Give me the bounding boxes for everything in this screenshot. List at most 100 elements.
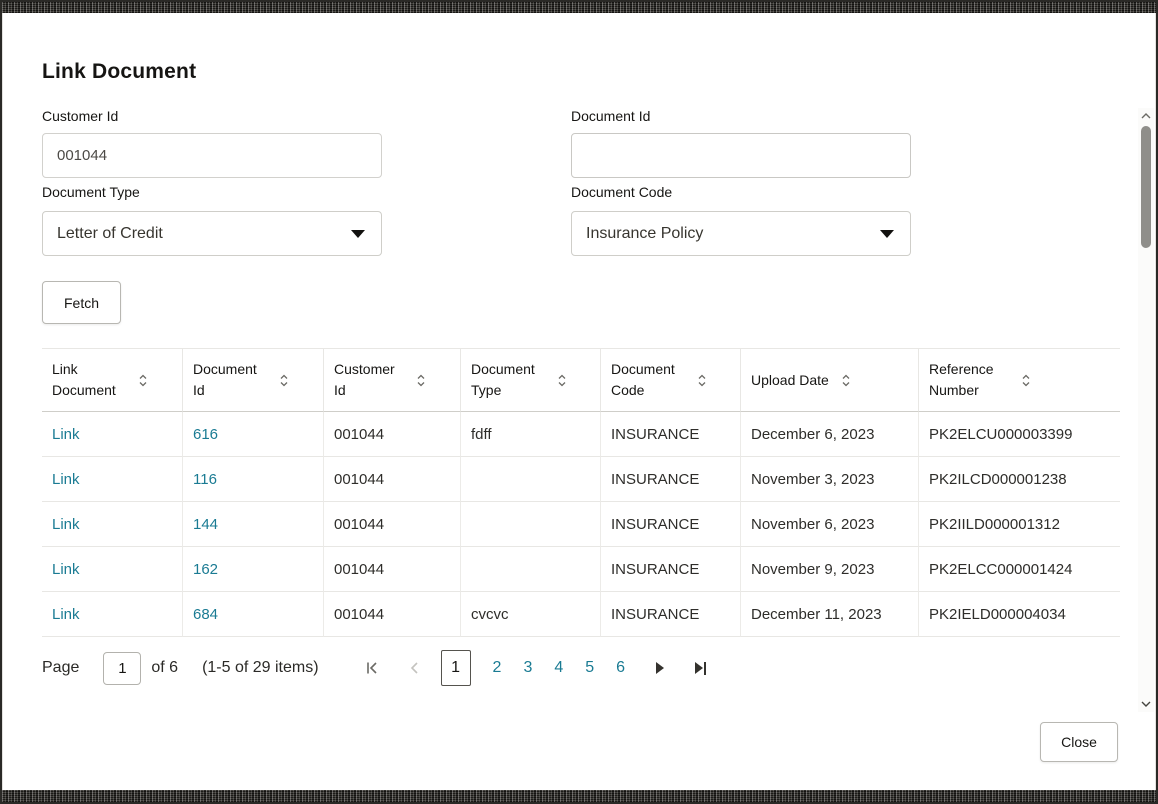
triangle-right-icon [694,662,703,674]
chevron-left-icon [410,662,418,674]
document-id-input[interactable] [571,133,911,178]
document-id-label: Document Id [571,108,651,124]
column-label: Reference Number [929,361,994,398]
document-code-dropdown[interactable]: Insurance Policy [571,211,911,256]
document-type-dropdown[interactable]: Letter of Credit [42,211,382,256]
documents-table: Link Document Document Id Customer Id Do… [42,348,1120,637]
column-label: Upload Date [751,371,829,388]
last-page-button[interactable] [689,661,711,675]
prev-page-button[interactable] [403,660,425,676]
page-number-link[interactable]: 2 [492,659,502,676]
column-header-reference-number[interactable]: Reference Number [919,349,1120,412]
sort-icon[interactable] [138,373,148,388]
table-header-row: Link Document Document Id Customer Id Do… [42,348,1120,412]
document-id-link[interactable]: 162 [193,560,219,578]
reference-number-cell: PK2IELD000004034 [919,592,1120,637]
document-code-label: Document Code [571,184,673,200]
caret-down-icon [880,229,894,238]
column-header-document-code[interactable]: Document Code [601,349,741,412]
document-type-cell [461,547,601,592]
vertical-scrollbar[interactable] [1138,108,1154,712]
sort-icon[interactable] [416,373,426,388]
link-document-link[interactable]: Link [52,515,80,533]
sort-icon[interactable] [697,373,707,388]
page-number-link[interactable]: 3 [523,659,533,676]
document-type-value: Letter of Credit [57,224,163,242]
reference-number-cell: PK2IILD000001312 [919,502,1120,547]
sort-icon[interactable] [841,373,851,388]
upload-date-cell: November 9, 2023 [741,547,919,592]
next-page-button[interactable] [649,662,671,674]
upload-date-cell: December 11, 2023 [741,592,919,637]
document-code-cell: INSURANCE [601,592,741,637]
scrollbar-thumb[interactable] [1141,126,1151,248]
items-range-label: (1-5 of 29 items) [202,659,319,676]
document-type-cell: fdff [461,412,601,457]
page-input[interactable] [103,651,142,685]
document-id-link[interactable]: 116 [193,470,217,488]
page-count-label: of 6 [151,659,179,676]
document-code-value: Insurance Policy [586,224,704,242]
table-row: Link 162 001044 INSURANCE November 9, 20… [42,547,1120,592]
pagination: Page of 6 (1-5 of 29 items) 1 2 3 4 5 6 [42,648,1120,688]
link-document-link[interactable]: Link [52,560,80,578]
document-id-link[interactable]: 616 [193,425,219,443]
column-label: Customer Id [334,361,395,398]
document-type-cell [461,502,601,547]
page-title: Link Document [42,60,197,83]
document-code-cell: INSURANCE [601,547,741,592]
page-number-link[interactable]: 4 [554,659,564,676]
customer-id-input[interactable] [42,133,382,178]
document-code-cell: INSURANCE [601,412,741,457]
column-label: Document Id [193,361,257,398]
document-code-cell: INSURANCE [601,457,741,502]
table-row: Link 144 001044 INSURANCE November 6, 20… [42,502,1120,547]
upload-date-cell: November 3, 2023 [741,457,919,502]
column-header-document-id[interactable]: Document Id [183,349,324,412]
customer-id-cell: 001044 [324,592,461,637]
end-bar-icon [703,661,706,675]
column-header-link-document[interactable]: Link Document [42,349,183,412]
page-number-link[interactable]: 6 [616,659,626,676]
caret-down-icon [351,229,365,238]
bottom-texture-strip [2,790,1156,802]
column-header-document-type[interactable]: Document Type [461,349,601,412]
document-type-label: Document Type [42,184,140,200]
top-texture-strip [2,2,1156,13]
page-label: Page [42,659,80,676]
column-header-customer-id[interactable]: Customer Id [324,349,461,412]
upload-date-cell: December 6, 2023 [741,412,919,457]
first-page-icon [366,662,377,674]
scroll-down-icon[interactable] [1138,696,1154,712]
customer-id-cell: 001044 [324,502,461,547]
sort-icon[interactable] [1021,373,1031,388]
link-document-link[interactable]: Link [52,470,80,488]
upload-date-cell: November 6, 2023 [741,502,919,547]
triangle-right-icon [656,662,665,674]
table-row: Link 616 001044 fdff INSURANCE December … [42,412,1120,457]
first-page-button[interactable] [361,660,383,676]
page-number-current[interactable]: 1 [440,650,471,686]
reference-number-cell: PK2ELCU000003399 [919,412,1120,457]
column-header-upload-date[interactable]: Upload Date [741,349,919,412]
document-code-cell: INSURANCE [601,502,741,547]
customer-id-cell: 001044 [324,457,461,502]
document-type-cell [461,457,601,502]
customer-id-cell: 001044 [324,412,461,457]
fetch-button[interactable]: Fetch [42,281,121,324]
document-id-link[interactable]: 684 [193,605,219,623]
sort-icon[interactable] [557,373,567,388]
link-document-link[interactable]: Link [52,605,80,623]
document-type-cell: cvcvc [461,592,601,637]
column-label: Document Code [611,361,675,398]
close-button[interactable]: Close [1040,722,1118,762]
link-document-link[interactable]: Link [52,425,80,443]
table-row: Link 116 001044 INSURANCE November 3, 20… [42,457,1120,502]
column-label: Link Document [52,361,116,398]
scroll-up-icon[interactable] [1138,108,1154,124]
document-id-link[interactable]: 144 [193,515,219,533]
sort-icon[interactable] [279,373,289,388]
page-number-link[interactable]: 5 [585,659,595,676]
column-label: Document Type [471,361,535,398]
